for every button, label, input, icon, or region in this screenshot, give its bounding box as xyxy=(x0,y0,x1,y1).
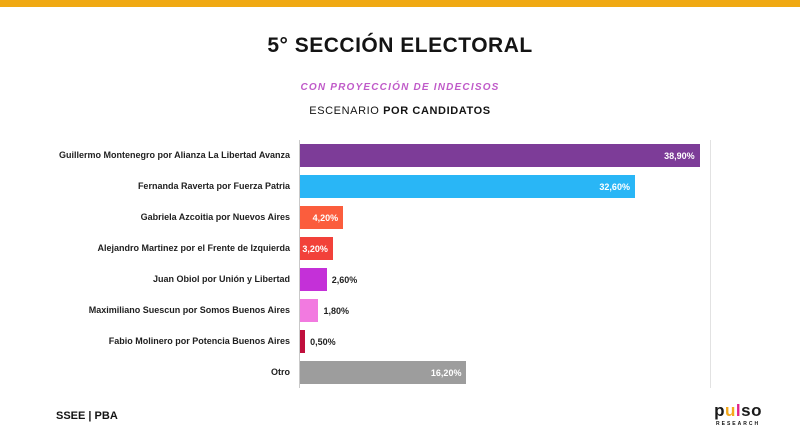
category-label: Fabio Molinero por Potencia Buenos Aires xyxy=(108,336,290,347)
value-label: 0,50% xyxy=(310,336,336,347)
scenario-label-normal: ESCENARIO xyxy=(309,105,384,117)
category-label: Juan Obiol por Unión y Libertad xyxy=(152,274,290,285)
value-label: 4,20% xyxy=(312,212,339,223)
value-label: 32,60% xyxy=(599,181,630,192)
value-label: 1,80% xyxy=(323,305,350,316)
logo-letter: u xyxy=(725,401,736,420)
bar-track: 1,80% xyxy=(299,295,711,326)
bar-track: 4,20% xyxy=(299,202,711,233)
bar-row: Alejandro Martinez por el Frente de Izqu… xyxy=(0,233,715,264)
value-label: 3,20% xyxy=(302,243,328,254)
value-label: 16,20% xyxy=(430,367,462,378)
bar-track: 0,50% xyxy=(299,326,711,357)
logo-wordmark: pulso xyxy=(714,402,762,419)
bar: 38,90% xyxy=(300,144,700,167)
bar-chart: Guillermo Montenegro por Alianza La Libe… xyxy=(0,140,715,388)
bar-row: Fernanda Raverta por Fuerza Patria 32,60% xyxy=(0,171,715,202)
bar-track: 32,60% xyxy=(299,171,711,202)
bar-row: Guillermo Montenegro por Alianza La Libe… xyxy=(0,140,715,171)
category-label: Fernanda Raverta por Fuerza Patria xyxy=(137,181,290,192)
category-label: Maximiliano Suescun por Somos Buenos Air… xyxy=(88,305,290,316)
category-label: Alejandro Martinez por el Frente de Izqu… xyxy=(97,243,290,254)
value-label: 38,90% xyxy=(664,150,695,161)
bar: 4,20% xyxy=(300,206,344,229)
bar: 16,20% xyxy=(300,361,467,384)
plot-right-border xyxy=(710,140,711,388)
bar-track: 2,60% xyxy=(299,264,711,295)
top-accent-strip xyxy=(0,0,800,7)
page-subtitle: CON PROYECCIÓN DE INDECISOS xyxy=(300,82,500,93)
bar-row: Maximiliano Suescun por Somos Buenos Air… xyxy=(0,295,715,326)
logo-letter: l xyxy=(735,401,742,420)
bar-track: 16,20% xyxy=(299,357,711,388)
logo-letter: s xyxy=(741,401,752,420)
scenario-label: ESCENARIO POR CANDIDATOS xyxy=(0,105,800,117)
logo-letter: o xyxy=(751,401,762,420)
category-label: Guillermo Montenegro por Alianza La Libe… xyxy=(58,150,290,161)
bar xyxy=(300,299,319,322)
bar-row: Juan Obiol por Unión y Libertad 2,60% xyxy=(0,264,715,295)
logo-letter: p xyxy=(714,401,726,420)
logo-subtext: RESEARCH xyxy=(716,421,761,427)
bar-row: Gabriela Azcoitia por Nuevos Aires 4,20% xyxy=(0,202,715,233)
bar-row: Otro 16,20% xyxy=(0,357,715,388)
footer-source-label: SSEE | PBA xyxy=(56,410,118,422)
page-title: 5° SECCIÓN ELECTORAL xyxy=(267,34,533,57)
bar xyxy=(300,268,327,291)
bar-track: 3,20% xyxy=(299,233,711,264)
category-label: Gabriela Azcoitia por Nuevos Aires xyxy=(140,212,290,223)
pulso-research-logo: pulso RESEARCH xyxy=(714,402,762,427)
bar: 3,20% xyxy=(300,237,333,260)
bar: 32,60% xyxy=(300,175,635,198)
bar-track: 38,90% xyxy=(299,140,711,171)
bar-row: Fabio Molinero por Potencia Buenos Aires… xyxy=(0,326,715,357)
value-label: 2,60% xyxy=(331,274,358,285)
bar xyxy=(300,330,306,353)
scenario-label-bold: POR CANDIDATOS xyxy=(383,105,491,117)
category-label: Otro xyxy=(271,367,290,378)
